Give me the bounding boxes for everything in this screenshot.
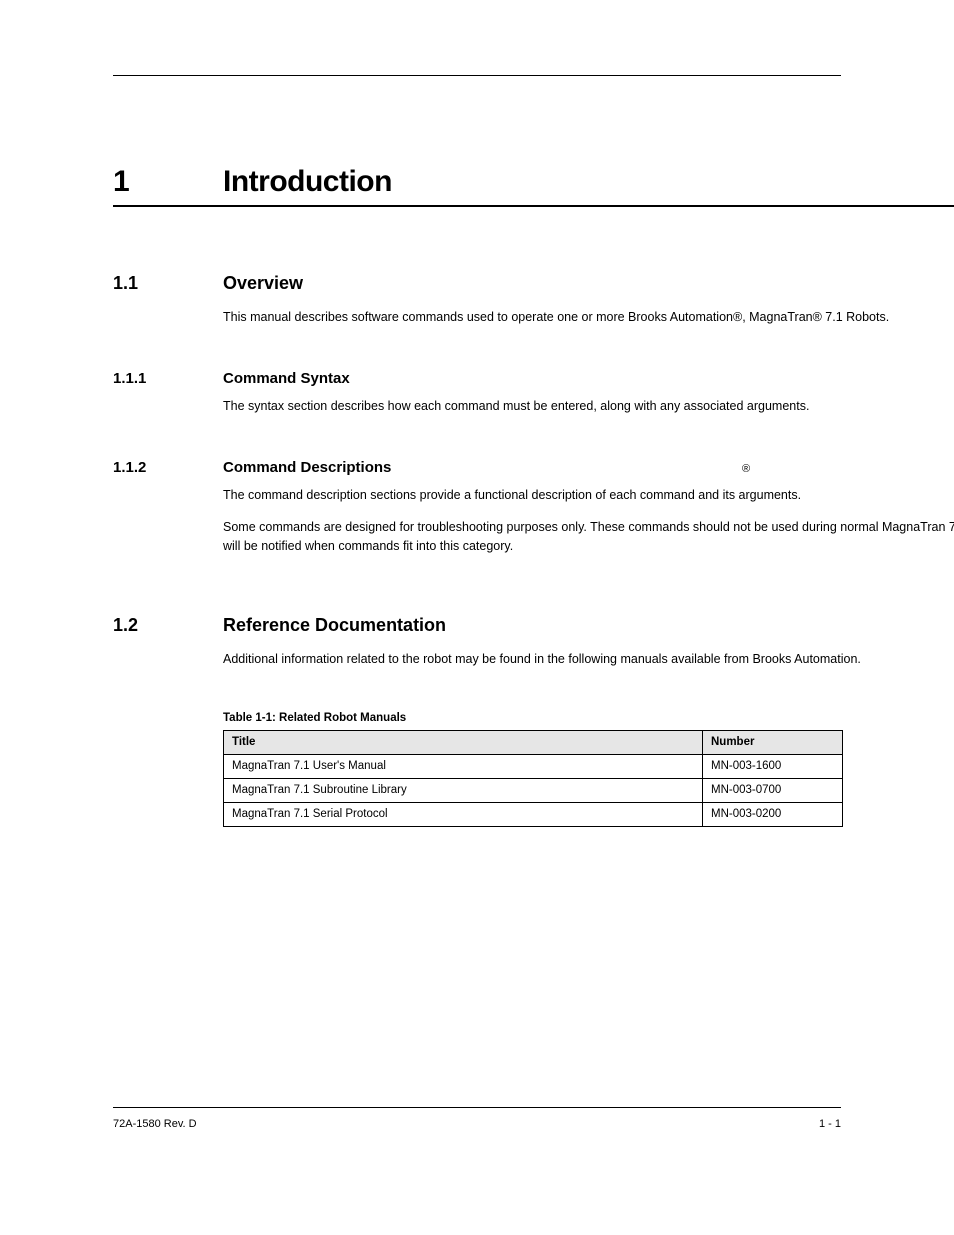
table-cell-number: MN-003-0200 xyxy=(703,802,843,826)
section-1-1-2-number: 1.1.2 xyxy=(113,459,223,476)
section-1-1-1-body: The syntax section describes how each co… xyxy=(223,397,954,415)
section-1-1-1-heading: 1.1.1 Command Syntax xyxy=(113,370,954,387)
table-header-number: Number xyxy=(703,730,843,754)
section-1-1-2-title: Command Descriptions xyxy=(223,459,391,476)
content-area: 1 Introduction 1.1 Overview This manual … xyxy=(113,165,954,827)
table-cell-number: MN-003-1600 xyxy=(703,754,843,778)
section-1-1-number: 1.1 xyxy=(113,273,223,294)
section-1-1-2-body-1: The command description sections provide… xyxy=(223,486,954,504)
section-1-1-title: Overview xyxy=(223,273,303,294)
top-rule xyxy=(113,75,841,76)
section-1-1-heading: 1.1 Overview xyxy=(113,273,954,294)
section-1-1-2-heading: 1.1.2 Command Descriptions xyxy=(113,459,954,476)
bottom-rule xyxy=(113,1107,841,1108)
reference-table: Title Number MagnaTran 7.1 User's Manual… xyxy=(223,730,843,827)
footer-left: 72A-1580 Rev. D xyxy=(113,1118,197,1130)
table-header-row: Title Number xyxy=(224,730,843,754)
registered-trademark-symbol: ® xyxy=(742,463,750,475)
reference-table-wrap: Table 1-1: Related Robot Manuals Title N… xyxy=(223,712,954,827)
footer-right: 1 - 1 xyxy=(819,1118,841,1130)
page: 1 Introduction 1.1 Overview This manual … xyxy=(0,0,954,1235)
section-1-1-body-wrap: This manual describes software commands … xyxy=(113,308,954,326)
table-cell-number: MN-003-0700 xyxy=(703,778,843,802)
section-1-2-number: 1.2 xyxy=(113,615,223,636)
section-1-1-body: This manual describes software commands … xyxy=(223,308,954,326)
table-caption: Table 1-1: Related Robot Manuals xyxy=(223,712,954,724)
table-header-title: Title xyxy=(224,730,703,754)
section-1-1-1-title: Command Syntax xyxy=(223,370,350,387)
section-1-2-heading: 1.2 Reference Documentation xyxy=(113,615,954,636)
section-1-1-1-number: 1.1.1 xyxy=(113,370,223,387)
chapter-title: Introduction xyxy=(223,165,392,199)
table-row: MagnaTran 7.1 Serial Protocol MN-003-020… xyxy=(224,802,843,826)
section-1-1-2-body-2: Some commands are designed for troublesh… xyxy=(223,518,954,554)
section-1-2-title: Reference Documentation xyxy=(223,615,446,636)
chapter-number: 1 xyxy=(113,165,223,199)
table-row: MagnaTran 7.1 User's Manual MN-003-1600 xyxy=(224,754,843,778)
chapter-heading: 1 Introduction xyxy=(113,165,954,207)
table-cell-title: MagnaTran 7.1 User's Manual xyxy=(224,754,703,778)
table-row: MagnaTran 7.1 Subroutine Library MN-003-… xyxy=(224,778,843,802)
section-1-2-body: Additional information related to the ro… xyxy=(223,650,954,668)
table-cell-title: MagnaTran 7.1 Serial Protocol xyxy=(224,802,703,826)
table-cell-title: MagnaTran 7.1 Subroutine Library xyxy=(224,778,703,802)
